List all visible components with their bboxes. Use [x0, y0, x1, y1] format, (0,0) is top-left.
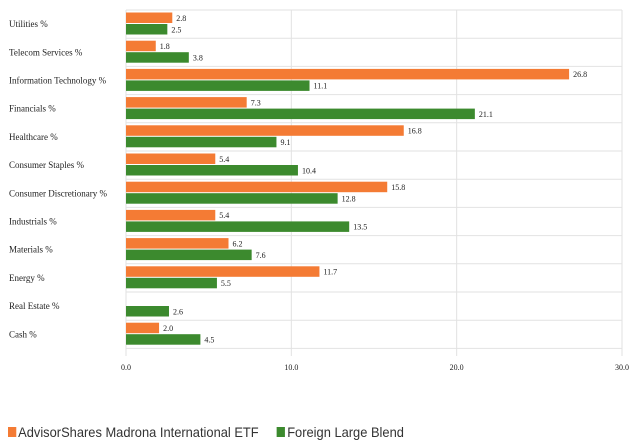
- bar-series-2: [126, 306, 169, 317]
- category-label: Information Technology %: [9, 76, 107, 86]
- data-label-series-2: 3.8: [193, 53, 203, 62]
- x-tick-label: 30.0: [615, 363, 629, 372]
- data-label-series-1: 16.8: [408, 127, 422, 136]
- data-label-series-1: 5.4: [219, 155, 229, 164]
- bar-series-1: [126, 322, 160, 334]
- bar-series-1: [126, 68, 570, 80]
- category-label: Consumer Discretionary %: [9, 188, 107, 198]
- bar-series-2: [126, 277, 217, 289]
- bar-series-1: [126, 238, 229, 249]
- category-label: Cash %: [9, 329, 37, 339]
- category-label: Utilities %: [9, 19, 48, 29]
- bar-series-1: [126, 40, 156, 52]
- legend-label-series-2: Foreign Large Blend: [287, 424, 404, 440]
- bar-series-2: [126, 165, 298, 176]
- data-label-series-1: 6.2: [233, 239, 243, 248]
- legend-label-series-1: AdvisorShares Madrona International ETF: [18, 424, 259, 440]
- category-label: Real Estate %: [9, 301, 60, 311]
- bar-series-1: [126, 181, 388, 193]
- data-label-series-1: 5.4: [219, 211, 229, 220]
- data-label-series-2: 2.5: [171, 25, 181, 34]
- bar-series-2: [126, 80, 310, 91]
- bar-series-2: [126, 108, 475, 120]
- category-label: Materials %: [9, 245, 53, 255]
- data-label-series-2: 10.4: [302, 166, 316, 175]
- bar-chart: 0.0 10.0 20.0 30.0 Utilities % Telecom Servic…: [9, 9, 629, 372]
- data-label-series-2: 2.6: [173, 307, 183, 316]
- bar-series-1: [126, 97, 247, 108]
- x-tick-label: 10.0: [284, 363, 298, 372]
- data-label-series-1: 7.3: [251, 98, 261, 107]
- bar-series-2: [126, 249, 252, 261]
- category-label: Industrials %: [9, 217, 57, 227]
- bar-series-2: [126, 221, 350, 232]
- bar-series-1: [126, 12, 173, 23]
- data-label-series-2: 9.1: [280, 138, 290, 147]
- category-label: Consumer Staples %: [9, 160, 84, 170]
- legend: AdvisorShares Madrona International ETF …: [8, 424, 422, 440]
- bar-series-1: [126, 266, 320, 277]
- data-label-series-1: 2.8: [176, 14, 186, 23]
- legend-swatch-series-1: [8, 427, 17, 437]
- bar-series-1: [126, 153, 216, 164]
- data-label-series-2: 7.6: [256, 251, 266, 260]
- data-label-series-2: 21.1: [479, 110, 493, 119]
- legend-swatch-series-2: [277, 427, 286, 437]
- category-label: Telecom Services %: [9, 47, 83, 57]
- data-label-series-2: 4.5: [204, 335, 214, 344]
- data-label-series-1: 2.0: [163, 324, 173, 333]
- bar-series-1: [126, 125, 404, 136]
- category-label: Energy %: [9, 273, 45, 283]
- legend-item-series-2: Foreign Large Blend: [277, 424, 404, 440]
- data-label-series-2: 13.5: [353, 223, 367, 232]
- data-label-series-1: 15.8: [391, 183, 405, 192]
- category-label: Healthcare %: [9, 132, 58, 142]
- bar-series-1: [126, 209, 216, 221]
- x-tick-label: 20.0: [450, 363, 464, 372]
- data-label-series-2: 5.5: [221, 279, 231, 288]
- data-label-series-1: 26.8: [573, 70, 587, 79]
- x-tick-label: 0.0: [121, 363, 131, 372]
- bar-series-2: [126, 24, 168, 35]
- category-label: Financials %: [9, 104, 56, 114]
- bar-series-2: [126, 136, 277, 148]
- bar-series-2: [126, 52, 189, 63]
- data-label-series-1: 11.7: [323, 268, 337, 277]
- data-label-series-1: 1.8: [160, 42, 170, 51]
- data-label-series-2: 11.1: [314, 82, 328, 91]
- bar-series-2: [126, 193, 338, 204]
- bar-series-2: [126, 334, 201, 345]
- data-label-series-2: 12.8: [342, 194, 356, 203]
- legend-item-series-1: AdvisorShares Madrona International ETF: [8, 424, 259, 440]
